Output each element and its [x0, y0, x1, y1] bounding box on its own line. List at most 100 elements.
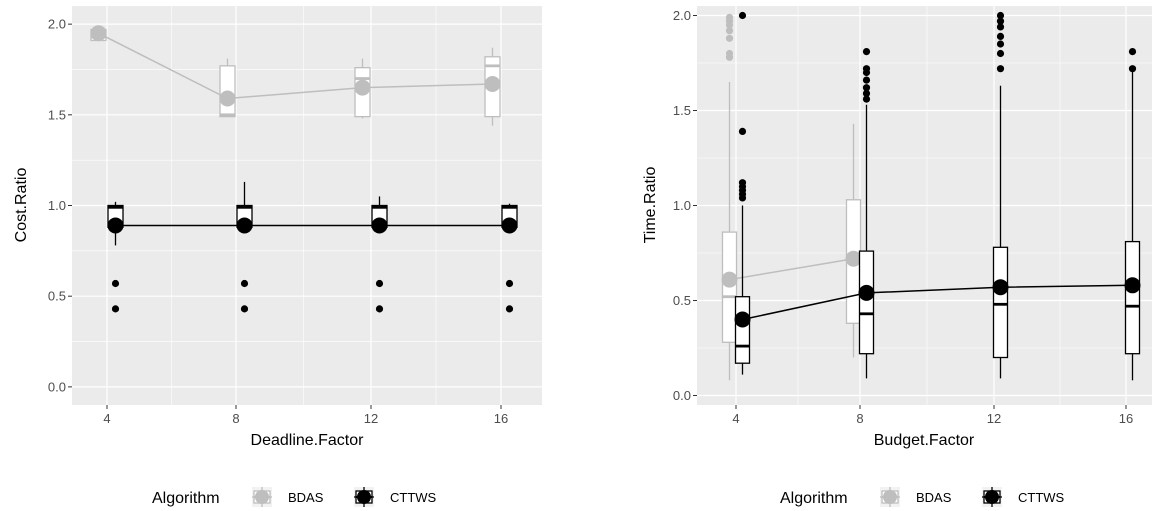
y-axis-title: Cost.Ratio [13, 168, 30, 243]
outlier-point [738, 11, 747, 20]
outlier-point [862, 89, 871, 97]
x-tick-label: 4 [103, 411, 110, 426]
mean-point [845, 250, 862, 267]
box-cttws-16 [1124, 48, 1141, 381]
outlier-point [738, 127, 747, 135]
outlier-point [862, 95, 871, 103]
legend-label-bdas: BDAS [916, 490, 952, 505]
outlier-point [725, 27, 734, 35]
box-bdas-8 [219, 58, 236, 118]
outlier-point [862, 84, 871, 92]
series-bdas [721, 13, 862, 381]
mean-point [236, 217, 253, 234]
mean-point [721, 271, 738, 288]
legend-key-cttws [354, 487, 374, 507]
mean-point [354, 79, 371, 96]
x-tick-label: 4 [732, 411, 739, 426]
box-cttws-12 [992, 11, 1009, 379]
y-tick-label: 2.0 [673, 8, 691, 23]
outlier-point [862, 65, 871, 73]
mean-point [484, 75, 501, 92]
legend: Algorithm BDAS CTTWS [152, 487, 437, 507]
mean-point [734, 311, 751, 328]
cost-ratio-chart: 0.0 0.5 1.0 1.5 2.0 4 8 12 16 Deadline.Factor C… [13, 6, 542, 507]
y-tick-label: 1.5 [48, 107, 66, 122]
outlier-point [996, 65, 1005, 73]
x-axis-title: Deadline.Factor [251, 432, 365, 449]
y-tick-label: 0.0 [48, 379, 66, 394]
time-ratio-chart: 0.0 0.5 1.0 1.5 2.0 4 8 12 16 Budget.Factor Tim… [642, 6, 1152, 507]
mean-line [98, 32, 493, 100]
outlier-point [862, 48, 871, 56]
series-cttws [734, 11, 1141, 381]
outlier-point [996, 23, 1005, 31]
box [734, 296, 751, 364]
x-axis-title: Budget.Factor [874, 432, 975, 449]
mean-line [729, 257, 854, 281]
x-tick-label: 8 [232, 411, 239, 426]
outlier-point [996, 40, 1005, 48]
mean-point [371, 217, 388, 234]
y-tick-label: 0.0 [673, 388, 691, 403]
outlier-point [862, 76, 871, 84]
legend-key-bdas [252, 487, 272, 507]
outlier-point [725, 49, 734, 58]
outlier-point [505, 279, 514, 288]
x-tick-label: 16 [1119, 411, 1133, 426]
legend-title: Algorithm [780, 490, 848, 507]
outlier-point [996, 49, 1005, 58]
box [858, 250, 875, 355]
y-tick-label: 1.0 [48, 198, 66, 213]
box [1124, 240, 1141, 355]
mean-point [992, 279, 1009, 296]
outlier-point [111, 279, 120, 288]
outlier-point [505, 305, 514, 313]
series-cttws [107, 181, 518, 313]
outlier-point [240, 279, 249, 288]
x-tick-label: 12 [987, 411, 1001, 426]
legend-key-cttws [982, 487, 1002, 507]
outlier-point [240, 305, 249, 313]
legend: Algorithm BDAS CTTWS [780, 487, 1065, 507]
mean-point [107, 217, 124, 234]
y-tick-label: 2.0 [48, 17, 66, 32]
outlier-point [996, 32, 1005, 41]
series-bdas [90, 25, 501, 126]
outlier-point [111, 305, 120, 313]
outlier-point [725, 34, 734, 42]
box-cttws-8 [858, 48, 875, 379]
legend-key-point [883, 490, 897, 504]
box [992, 246, 1009, 359]
legend-key-point [985, 490, 999, 504]
mean-point [219, 90, 236, 107]
legend-label-cttws: CTTWS [1018, 490, 1065, 505]
outlier-point [725, 13, 734, 21]
outlier-point [1128, 65, 1137, 73]
legend-label-cttws: CTTWS [390, 490, 437, 505]
y-tick-label: 0.5 [673, 293, 691, 308]
outlier-point [375, 279, 384, 288]
mean-line [742, 284, 1133, 321]
mean-point [90, 25, 107, 42]
y-tick-label: 1.5 [673, 103, 691, 118]
y-axis-title: Time.Ratio [642, 167, 659, 244]
legend-key-point [255, 490, 269, 504]
x-tick-label: 16 [494, 411, 508, 426]
outlier-point [375, 305, 384, 313]
legend-key-bdas [880, 487, 900, 507]
y-tick-label: 1.0 [673, 198, 691, 213]
legend-title: Algorithm [152, 490, 220, 507]
mean-point [501, 217, 518, 234]
mean-point [1124, 277, 1141, 294]
x-tick-label: 12 [364, 411, 378, 426]
legend-label-bdas: BDAS [288, 490, 324, 505]
legend-key-point [357, 490, 371, 504]
outlier-point [996, 17, 1005, 25]
outlier-point [738, 179, 747, 187]
y-tick-label: 0.5 [48, 289, 66, 304]
x-tick-label: 8 [856, 411, 863, 426]
mean-point [858, 284, 875, 301]
outlier-point [996, 11, 1005, 20]
outlier-point [1128, 48, 1137, 56]
